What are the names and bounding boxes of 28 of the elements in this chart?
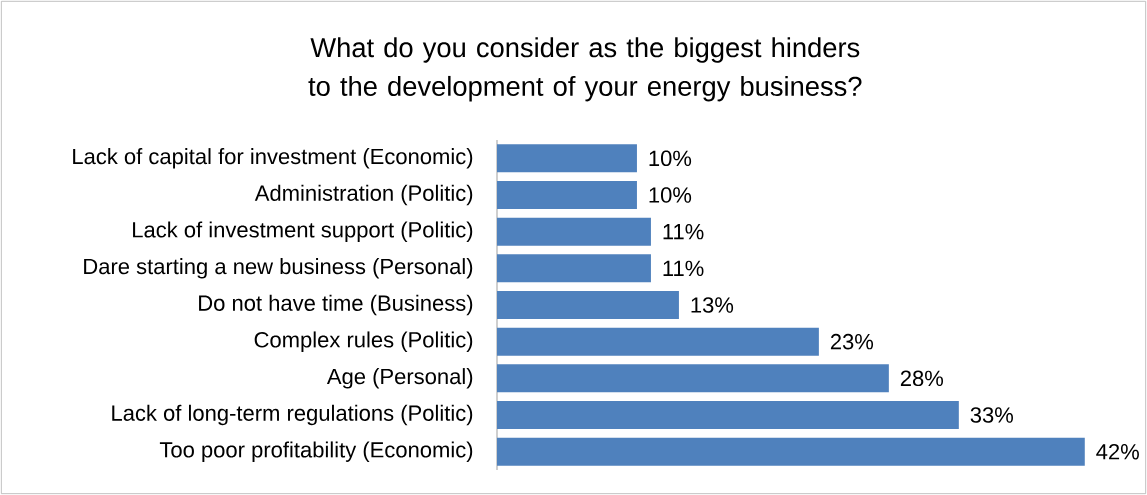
bar xyxy=(497,144,637,173)
data-label: 28% xyxy=(900,370,944,387)
y-tick-label: Lack of capital for investment (Economic) xyxy=(73,148,473,169)
y-tick-label: Do not have time (Business) xyxy=(199,294,473,316)
y-tick-label: Administration (Politic) xyxy=(254,184,473,206)
chart-title: What do you consider as the biggest hinders to the development of your energy business? xyxy=(308,37,862,102)
bar xyxy=(497,437,1085,466)
bar xyxy=(497,254,651,283)
bar xyxy=(497,217,651,246)
y-tick-label: Lack of investment support (Politic) xyxy=(133,221,473,242)
bar xyxy=(497,327,819,356)
bar xyxy=(497,401,959,429)
data-label: 33% xyxy=(970,407,1013,423)
y-tick-label: Lack of long-term regulations (Politic) xyxy=(112,404,473,426)
y-tick-label: Complex rules (Politic) xyxy=(254,331,473,352)
data-label: 42% xyxy=(1096,443,1139,460)
y-tick-label: Too poor profitability (Economic) xyxy=(159,441,473,462)
y-tick-label: Age (Personal) xyxy=(326,368,473,389)
bar xyxy=(497,181,637,210)
data-label: 23% xyxy=(830,333,874,350)
bar xyxy=(497,364,889,393)
data-label: 10% xyxy=(649,150,692,167)
y-tick-label: Dare starting a new business (Personal) xyxy=(84,258,473,279)
bar xyxy=(497,291,679,319)
data-label: 11% xyxy=(663,260,704,277)
data-label: 11% xyxy=(663,223,704,240)
data-label: 10% xyxy=(649,187,692,203)
data-label: 13% xyxy=(691,297,734,313)
